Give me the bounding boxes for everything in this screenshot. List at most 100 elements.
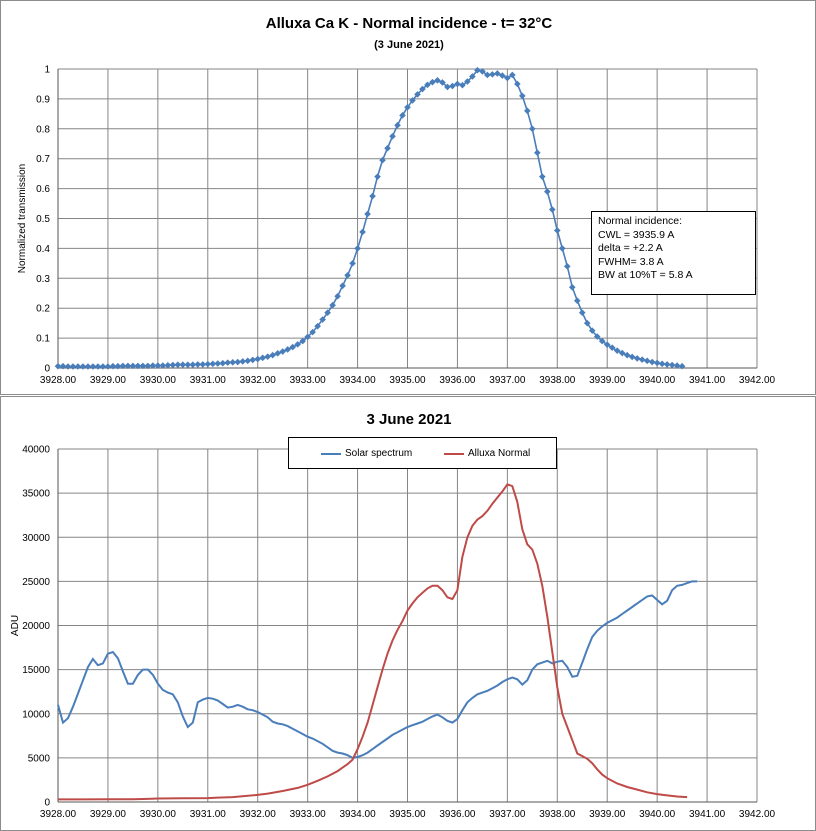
data-point (643, 357, 651, 365)
data-point (84, 363, 92, 370)
y-tick-label: 30000 (22, 533, 50, 544)
data-point (99, 363, 107, 370)
data-point (384, 144, 391, 152)
data-point (299, 337, 306, 345)
x-tick-label: 3942.00 (739, 809, 776, 820)
x-tick-label: 3936.00 (439, 375, 476, 386)
data-point (254, 355, 262, 363)
x-tick-label: 3941.00 (689, 809, 726, 820)
x-tick-label: 3929.00 (90, 375, 127, 386)
data-point (444, 83, 451, 91)
data-point (563, 263, 571, 270)
data-point (558, 245, 566, 252)
data-point (289, 343, 296, 351)
data-point (259, 354, 267, 362)
y-tick-label: 25000 (22, 577, 50, 588)
x-tick-label: 3928.00 (40, 375, 77, 386)
data-point (568, 283, 576, 291)
data-point (459, 81, 466, 89)
data-point (114, 362, 122, 370)
data-point (628, 353, 636, 361)
x-tick-label: 3935.00 (389, 375, 426, 386)
annotation-line: delta = +2.2 A (598, 242, 663, 254)
data-point (539, 173, 546, 180)
data-point (648, 358, 656, 366)
annotation-line: BW at 10%T = 5.8 A (598, 269, 693, 281)
y-tick-label: 0.9 (36, 94, 50, 105)
data-point (668, 361, 676, 369)
y-tick-label: 0.4 (36, 244, 50, 255)
y-tick-label: 0.1 (36, 334, 50, 345)
data-point (164, 362, 172, 369)
y-axis-label: Normalized transmission (17, 164, 28, 273)
chart-title: Alluxa Ca K - Normal incidence - t= 32°C (266, 15, 553, 32)
x-tick-label: 3939.00 (589, 375, 626, 386)
data-point (194, 361, 202, 368)
data-point (394, 121, 401, 129)
data-point (623, 351, 631, 359)
data-point (379, 156, 386, 164)
x-tick-label: 3929.00 (90, 809, 127, 820)
y-tick-label: 0.8 (36, 124, 50, 135)
data-point (653, 359, 661, 367)
data-point (184, 361, 192, 369)
x-tick-label: 3939.00 (589, 809, 626, 820)
data-point (429, 78, 436, 86)
data-point (548, 206, 556, 213)
y-tick-label: 0.3 (36, 274, 50, 285)
data-point (204, 360, 212, 368)
legend-label: Solar spectrum (345, 448, 413, 459)
y-tick-label: 5000 (28, 753, 51, 764)
data-point (484, 71, 491, 79)
data-point (369, 192, 376, 200)
data-point (134, 362, 142, 370)
data-point (154, 362, 162, 369)
data-point (139, 362, 147, 370)
data-point (349, 260, 356, 267)
data-point (593, 333, 601, 340)
x-tick-label: 3937.00 (489, 375, 526, 386)
legend-label: Alluxa Normal (468, 448, 531, 459)
data-point (269, 351, 276, 359)
x-tick-label: 3933.00 (290, 375, 327, 386)
data-point (59, 362, 67, 370)
chart-legend: Solar spectrum Alluxa Normal (288, 437, 557, 469)
data-point (553, 227, 561, 234)
annotation-line: CWL = 3935.9 A (598, 228, 675, 241)
data-point (354, 245, 361, 252)
data-point (658, 360, 666, 368)
x-tick-label: 3934.00 (339, 809, 376, 820)
y-tick-label: 15000 (22, 665, 50, 676)
y-tick-label: 0 (44, 364, 50, 375)
x-tick-label: 3940.00 (639, 375, 676, 386)
chart-subtitle: (3 June 2021) (374, 39, 444, 51)
data-point (239, 358, 247, 365)
data-point (359, 228, 366, 236)
data-point (504, 74, 511, 82)
data-point (374, 173, 381, 180)
data-point (399, 112, 406, 119)
x-tick-label: 3941.00 (689, 375, 726, 386)
data-point (509, 71, 516, 79)
data-point (174, 361, 182, 369)
y-tick-label: 0.7 (36, 154, 50, 165)
data-point (608, 344, 616, 351)
data-point (339, 282, 346, 290)
x-tick-label: 3931.00 (190, 809, 227, 820)
legend-swatch (321, 452, 341, 455)
data-point (514, 80, 521, 88)
data-point (419, 85, 426, 93)
data-point (54, 362, 62, 370)
x-tick-label: 3936.00 (439, 809, 476, 820)
data-point (489, 71, 496, 78)
data-point (603, 341, 611, 348)
data-point (633, 355, 641, 362)
data-point (274, 350, 281, 357)
legend-item-alluxa-normal: Alluxa Normal (444, 448, 530, 459)
data-point (79, 363, 87, 370)
data-point (294, 341, 301, 348)
annotation-line: FWHM= 3.8 A (598, 255, 664, 268)
y-tick-label: 10000 (22, 709, 50, 720)
data-point (588, 327, 596, 334)
data-point (344, 272, 351, 279)
